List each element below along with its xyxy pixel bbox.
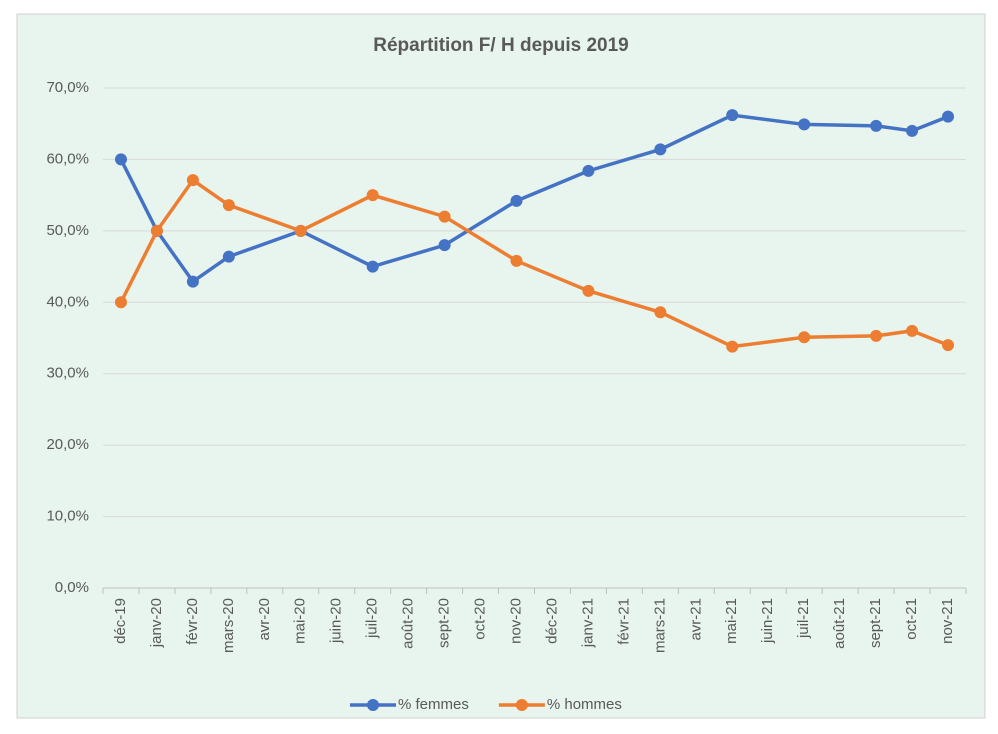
data-point: [438, 239, 451, 252]
x-tick-label: nov-20: [507, 598, 524, 644]
data-point: [222, 199, 235, 212]
y-tick-label: 30,0%: [46, 365, 89, 382]
data-point: [870, 119, 883, 132]
data-point: [906, 124, 919, 137]
x-tick-label: mars-21: [651, 598, 668, 653]
x-tick-label: juin-21: [759, 598, 776, 644]
y-tick-label: 50,0%: [46, 222, 89, 239]
data-point: [582, 164, 595, 177]
x-tick-label: août-20: [400, 598, 417, 649]
y-tick-label: 60,0%: [46, 150, 89, 167]
x-tick-label: août-21: [831, 598, 848, 649]
data-point: [942, 339, 955, 352]
y-tick-label: 0,0%: [55, 579, 89, 596]
x-tick-label: mai-21: [723, 598, 740, 644]
legend-label: % femmes: [398, 696, 469, 713]
data-point: [798, 118, 811, 131]
x-tick-label: janv-20: [148, 598, 165, 648]
x-tick-label: avr-21: [687, 598, 704, 641]
data-point: [366, 260, 379, 273]
data-point: [510, 194, 523, 207]
data-point: [726, 340, 739, 353]
legend-label: % hommes: [547, 696, 622, 713]
data-point: [582, 284, 595, 297]
x-tick-label: févr-21: [615, 598, 632, 645]
data-point: [294, 224, 307, 237]
y-tick-label: 70,0%: [46, 79, 89, 96]
data-point: [366, 189, 379, 202]
x-tick-label: déc-20: [543, 598, 560, 644]
x-tick-label: sept-21: [867, 598, 884, 648]
data-point: [222, 250, 235, 263]
data-point: [654, 143, 667, 156]
chart-background: [16, 13, 986, 719]
chart-title: Répartition F/ H depuis 2019: [373, 35, 629, 56]
y-tick-label: 40,0%: [46, 293, 89, 310]
x-tick-label: janv-21: [579, 598, 596, 648]
data-point: [114, 296, 127, 309]
x-tick-label: déc-19: [112, 598, 129, 644]
data-point: [114, 153, 127, 166]
data-point: [186, 174, 199, 187]
legend-marker: [367, 699, 379, 711]
y-tick-label: 10,0%: [46, 508, 89, 525]
data-point: [798, 331, 811, 344]
data-point: [186, 275, 199, 288]
data-point: [510, 254, 523, 267]
data-point: [438, 210, 451, 223]
data-point: [942, 110, 955, 123]
data-point: [654, 306, 667, 319]
x-tick-label: sept-20: [436, 598, 453, 648]
data-point: [870, 329, 883, 342]
x-tick-label: juil-21: [795, 598, 812, 639]
x-tick-label: nov-21: [939, 598, 956, 644]
data-point: [906, 324, 919, 337]
legend-marker: [515, 699, 528, 711]
x-tick-label: oct-21: [903, 598, 920, 640]
x-tick-label: févr-20: [184, 598, 201, 645]
x-tick-label: oct-20: [472, 598, 489, 640]
x-tick-label: juin-20: [328, 598, 345, 644]
x-tick-label: mai-20: [292, 598, 309, 644]
y-tick-label: 20,0%: [46, 436, 89, 453]
x-tick-label: avr-20: [256, 598, 273, 641]
x-tick-label: juil-20: [364, 598, 381, 639]
data-point: [150, 224, 163, 237]
x-tick-label: mars-20: [220, 598, 237, 653]
data-point: [726, 109, 739, 122]
